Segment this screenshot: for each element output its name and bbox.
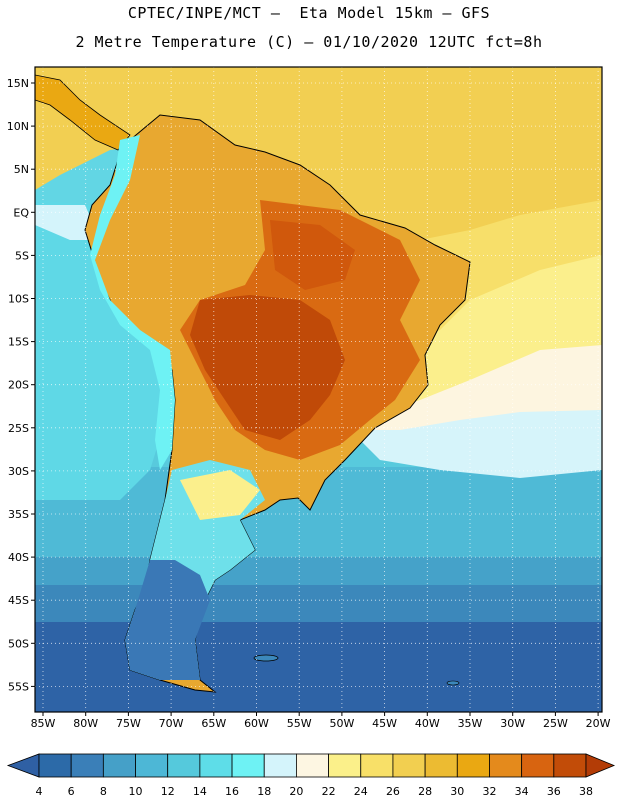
colorbar-label: 8	[100, 785, 107, 798]
colorbar-swatch	[231, 753, 265, 778]
colorbar-swatch	[135, 753, 169, 778]
colorbar-swatch	[102, 753, 136, 778]
colorbar-label: 10	[129, 785, 143, 798]
colorbar-swatch	[167, 753, 201, 778]
lon-label: 45W	[372, 717, 397, 730]
caribbean-28	[35, 67, 602, 240]
colorbar-label: 24	[354, 785, 368, 798]
lat-label: 25S	[8, 422, 29, 435]
patagonia-cold	[125, 560, 210, 680]
lat-label: 35S	[8, 508, 29, 521]
lat-label: 10S	[8, 293, 29, 306]
colorbar-swatch	[296, 753, 329, 778]
colorbar-label: 28	[418, 785, 432, 798]
longitude-labels: 85W 80W 75W 70W 65W 60W 55W 50W 45W 40W 35W 30W 25W 2…	[31, 717, 611, 730]
colorbar-label: 12	[161, 785, 175, 798]
colorbar-label: 38	[579, 785, 593, 798]
colorbar-label: 14	[193, 785, 207, 798]
lon-label: 85W	[31, 717, 56, 730]
colorbar-label: 22	[322, 785, 336, 798]
pacific-16	[35, 200, 175, 500]
pampas-warm	[180, 470, 260, 520]
lon-label: 65W	[201, 717, 226, 730]
colorbar-label: 32	[482, 785, 496, 798]
lat-label: 40S	[8, 551, 29, 564]
gridlines	[31, 67, 602, 716]
falkland-islands	[253, 654, 279, 662]
colorbar-swatch	[456, 753, 490, 778]
lon-label: 50W	[329, 717, 354, 730]
colorbar-swatch	[392, 753, 426, 778]
colorbar-swatch	[328, 753, 362, 778]
colorbar-swatch	[38, 753, 72, 778]
colorbar-swatch	[521, 753, 555, 778]
lat-label: 15S	[8, 336, 29, 349]
lat-label: 30S	[8, 465, 29, 478]
lat-label: 50S	[8, 637, 29, 650]
lat-label: 45S	[8, 594, 29, 607]
colorbar-label: 16	[225, 785, 239, 798]
hot-zone-north	[270, 220, 355, 290]
colorbar-swatch	[489, 753, 523, 778]
chart-title-line2: 2 Metre Temperature (C) – 01/10/2020 12U…	[75, 33, 543, 51]
colorbar-swatch	[360, 753, 394, 778]
lon-label: 35W	[458, 717, 483, 730]
colorbar-swatch	[70, 753, 104, 778]
map-frame	[34, 66, 603, 713]
latitude-labels: 15N 10N 5N EQ 5S 10S 15S 20S 25S 30S 35S 40S 45S 50S 5…	[7, 77, 30, 693]
south-georgia	[446, 680, 460, 686]
colorbar: 4 6 8 10 12 14 16 18 20 22 24 26 28 30 32 34 36 38	[6, 753, 616, 798]
central-america-land	[35, 74, 131, 151]
colorbar-swatch	[199, 753, 233, 778]
colorbar-swatch	[424, 753, 458, 778]
colorbar-swatch	[553, 753, 587, 778]
lon-label: 80W	[73, 717, 98, 730]
lat-label: 10N	[7, 120, 29, 133]
andes-cold	[90, 135, 175, 470]
lat-label: 5S	[15, 249, 29, 262]
colorbar-label: 18	[257, 785, 271, 798]
colorbar-label: 36	[547, 785, 561, 798]
lon-label: 75W	[116, 717, 141, 730]
colorbar-label: 4	[36, 785, 43, 798]
lat-label: 55S	[8, 680, 29, 693]
lat-label: 5N	[14, 163, 29, 176]
colorbar-under-arrow	[6, 753, 40, 778]
lon-label: 20W	[586, 717, 611, 730]
lon-label: 40W	[415, 717, 440, 730]
lon-label: 55W	[287, 717, 312, 730]
colorbar-label: 6	[68, 785, 75, 798]
pacific-20	[35, 205, 100, 240]
colorbar-label: 26	[386, 785, 400, 798]
temperature-field	[35, 67, 602, 712]
colorbar-label: 20	[289, 785, 303, 798]
colorbar-label: 30	[450, 785, 464, 798]
colorbar-over-arrow	[585, 753, 616, 778]
lat-label: EQ	[13, 206, 29, 219]
lon-label: 70W	[159, 717, 184, 730]
lat-label: 20S	[8, 379, 29, 392]
lon-label: 25W	[543, 717, 568, 730]
lat-label: 15N	[7, 77, 29, 90]
chart-title-line1: CPTEC/INPE/MCT – Eta Model 15km – GFS	[127, 4, 491, 22]
lon-label: 30W	[500, 717, 525, 730]
colorbar-swatch	[263, 753, 297, 778]
lon-label: 60W	[244, 717, 269, 730]
colorbar-label: 34	[515, 785, 529, 798]
hot-zone-36	[190, 295, 345, 440]
